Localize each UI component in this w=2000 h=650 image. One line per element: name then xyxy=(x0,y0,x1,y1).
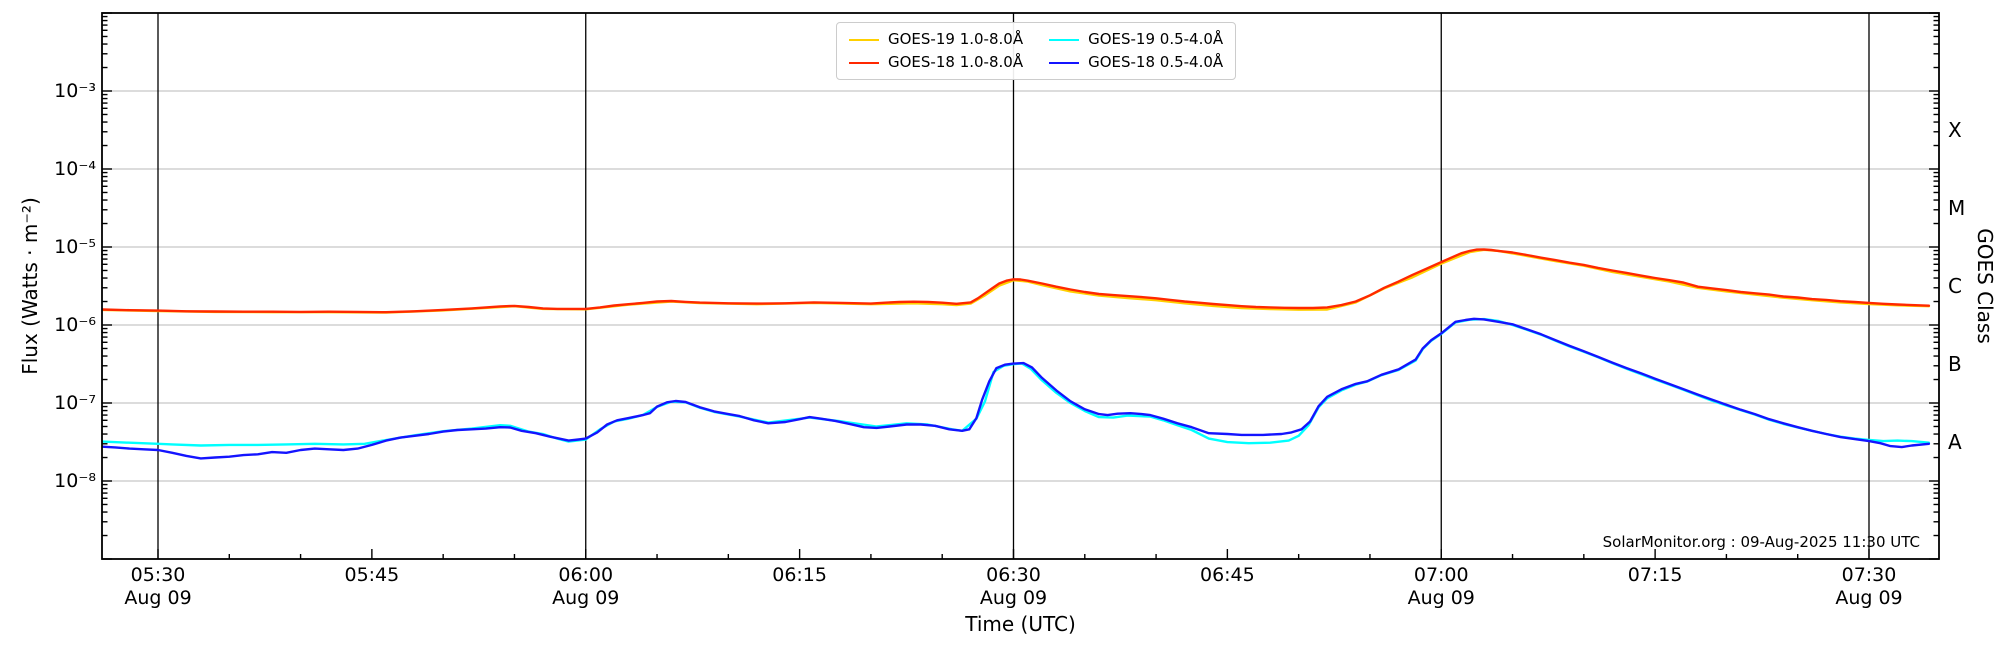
x-tick-label: 07:15 xyxy=(1627,564,1683,586)
y-tick-label: 10⁻³ xyxy=(54,80,96,102)
goes-class-label-M: M xyxy=(1948,196,1966,220)
legend-label: GOES-18 1.0-8.0Å xyxy=(888,53,1024,71)
goes-class-label-A: A xyxy=(1948,430,1962,454)
goes18-long-line-swatch-icon xyxy=(849,61,879,64)
legend-label: GOES-19 1.0-8.0Å xyxy=(888,30,1024,48)
axis-ticks xyxy=(102,12,1939,560)
legend-label: GOES-18 0.5-4.0Å xyxy=(1088,53,1224,71)
x-tick-label: 06:45 xyxy=(1199,564,1255,586)
legend-item-goes19-long: GOES-19 1.0-8.0Å xyxy=(849,28,1023,51)
series-line-goes18-long xyxy=(102,248,1931,314)
y-tick-label: 10⁻⁸ xyxy=(54,470,96,492)
y-axis-title: Flux (Watts · m⁻²) xyxy=(18,197,42,375)
legend-item-goes18-short: GOES-18 0.5-4.0Å xyxy=(1049,51,1223,74)
legend-label: GOES-19 0.5-4.0Å xyxy=(1088,30,1224,48)
y-tick-label: 10⁻⁵ xyxy=(54,236,96,258)
series-line-goes18-short xyxy=(102,317,1931,460)
goes18-short-line-swatch-icon xyxy=(1049,61,1080,64)
goes-class-label-B: B xyxy=(1948,352,1962,376)
x-axis-title: Time (UTC) xyxy=(965,612,1076,636)
watermark-text: SolarMonitor.org : 09-Aug-2025 11:30 UTC xyxy=(1602,533,1920,551)
x-tick-label: 05:30 Aug 09 xyxy=(124,564,192,609)
goes-class-label-C: C xyxy=(1948,274,1962,298)
plot-frame xyxy=(101,12,1940,560)
series-line-goes19-short xyxy=(102,317,1931,447)
flux-series-lines xyxy=(102,248,1931,460)
y-tick-label: 10⁻⁶ xyxy=(54,314,96,336)
right-axis-title: GOES Class xyxy=(1973,228,1997,344)
goes19-long-line-swatch-icon xyxy=(849,38,879,41)
x-tick-label: 07:30 Aug 09 xyxy=(1835,564,1903,609)
goes-class-label-X: X xyxy=(1948,118,1962,142)
x-tick-label: 07:00 Aug 09 xyxy=(1407,564,1475,609)
legend-item-goes19-short: GOES-19 0.5-4.0Å xyxy=(1049,28,1223,51)
series-line-goes19-long xyxy=(102,248,1931,314)
x-tick-label: 06:00 Aug 09 xyxy=(552,564,620,609)
x-tick-label: 06:30 Aug 09 xyxy=(979,564,1048,609)
y-tick-label: 10⁻⁷ xyxy=(54,392,96,414)
x-tick-label: 05:45 xyxy=(344,564,400,586)
decade-gridlines xyxy=(102,90,1939,482)
date-gridlines xyxy=(157,13,1870,559)
legend: GOES-19 1.0-8.0Å GOES-18 1.0-8.0Å GOES-1… xyxy=(836,22,1237,80)
y-tick-label: 10⁻⁴ xyxy=(54,158,96,180)
goes19-short-line-swatch-icon xyxy=(1049,38,1080,41)
legend-item-goes18-long: GOES-18 1.0-8.0Å xyxy=(849,51,1023,74)
x-tick-label: 06:15 xyxy=(772,564,827,586)
